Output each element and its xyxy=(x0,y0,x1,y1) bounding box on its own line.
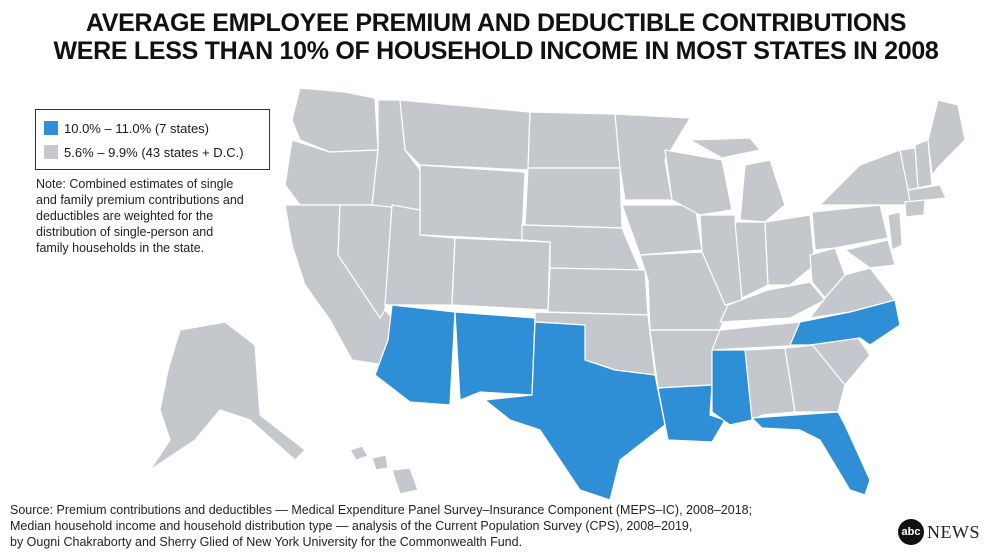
state-kansas xyxy=(547,267,649,316)
state-alaska xyxy=(149,321,306,471)
states-base xyxy=(149,87,966,495)
legend-item-low: 5.6% – 9.9% (43 states + D.C.) xyxy=(44,140,261,164)
legend-label-low: 5.6% – 9.9% (43 states + D.C.) xyxy=(64,144,244,160)
state-florida xyxy=(751,411,871,496)
news-logo-text: NEWS xyxy=(927,521,980,542)
source-line-2: Median household income and household di… xyxy=(10,519,693,533)
abc-logo-mark: abc xyxy=(898,519,924,545)
legend: 10.0% – 11.0% (7 states) 5.6% – 9.9% (43… xyxy=(35,109,270,170)
state-pennsylvania xyxy=(811,204,889,251)
state-montana xyxy=(399,99,531,171)
title-line-2: WERE LESS THAN 10% OF HOUSEHOLD INCOME I… xyxy=(53,37,939,65)
source-line-3: by Ougni Chakraborty and Sherry Glied of… xyxy=(10,535,523,549)
state-hawaii-1 xyxy=(349,445,369,461)
state-new-hampshire xyxy=(914,139,933,189)
legend-swatch-low xyxy=(44,145,58,159)
legend-label-high: 10.0% – 11.0% (7 states) xyxy=(64,120,210,136)
state-mississippi xyxy=(711,349,753,426)
state-maine xyxy=(927,99,966,176)
state-hawaii-2 xyxy=(371,454,389,471)
state-washington xyxy=(291,87,379,153)
state-south-dakota xyxy=(524,167,623,229)
state-north-carolina xyxy=(789,299,901,346)
state-connecticut xyxy=(904,199,926,218)
state-new-jersey xyxy=(887,211,903,251)
state-maryland xyxy=(844,239,896,269)
state-north-dakota xyxy=(527,111,621,169)
state-colorado xyxy=(451,237,551,311)
state-iowa xyxy=(621,204,703,256)
map-note: Note: Combined estimates of single and f… xyxy=(36,177,244,255)
state-michigan-upper xyxy=(689,137,761,159)
state-hawaii-3 xyxy=(391,467,419,495)
state-new-york xyxy=(819,149,913,206)
abc-news-logo: abc NEWS xyxy=(898,519,980,545)
state-wyoming xyxy=(419,164,526,241)
state-michigan xyxy=(739,159,786,223)
state-new-mexico xyxy=(454,311,536,401)
title-line-1: AVERAGE EMPLOYEE PREMIUM AND DEDUCTIBLE … xyxy=(85,9,907,37)
legend-item-high: 10.0% – 11.0% (7 states) xyxy=(44,116,261,140)
legend-swatch-high xyxy=(44,121,58,135)
state-arkansas xyxy=(649,329,721,389)
state-wisconsin xyxy=(664,149,733,216)
states-highlighted xyxy=(374,299,901,501)
chart-title: AVERAGE EMPLOYEE PREMIUM AND DEDUCTIBLE … xyxy=(0,9,992,65)
source-line-1: Source: Premium contributions and deduct… xyxy=(10,503,753,517)
state-ohio xyxy=(764,214,816,286)
state-texas xyxy=(484,321,666,501)
source-text: Source: Premium contributions and deduct… xyxy=(10,502,890,550)
state-massachusetts xyxy=(907,184,947,203)
